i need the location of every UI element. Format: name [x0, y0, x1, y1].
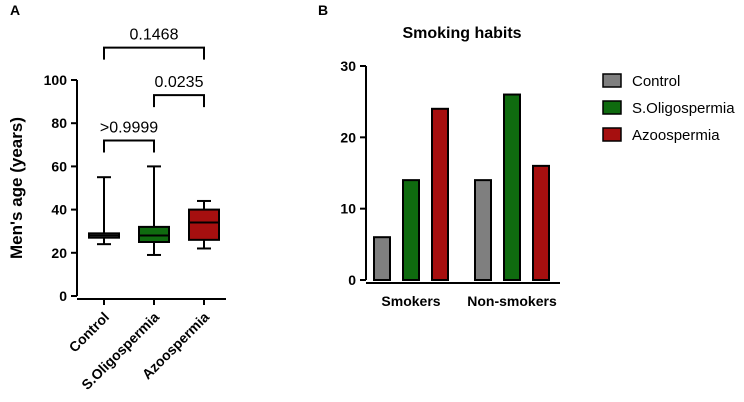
chart-title-b: Smoking habits [402, 25, 521, 42]
legend-swatch [602, 100, 622, 115]
panel-b-label: B [318, 2, 328, 18]
legend-label: Control [632, 73, 680, 90]
bar-smokers-azoospermia [431, 107, 449, 281]
y-tick-label-a: 0 [59, 288, 67, 304]
legend-swatch [602, 127, 622, 142]
y-tick-label-b: 10 [340, 201, 356, 217]
x-tick-label-b: Non-smokers [467, 293, 557, 309]
legend: Control S.Oligospermia Azoospermia [602, 73, 735, 144]
comparison-p-value: >0.9999 [100, 119, 158, 136]
x-tick-label-b: Smokers [381, 293, 440, 309]
bar-smokers-soligospermia [402, 179, 420, 281]
y-tick-label-a: 40 [51, 202, 67, 218]
comparison-p-value: 0.1468 [130, 27, 179, 44]
y-tick-label-a: 80 [51, 115, 67, 131]
bar-smokers-control [373, 236, 391, 281]
legend-swatch [602, 73, 622, 88]
box-soligospermia [138, 225, 170, 244]
panel-a-label: A [10, 2, 20, 18]
y-axis-label-a: Men's age (years) [7, 117, 26, 259]
y-tick-label-b: 0 [348, 272, 356, 288]
legend-label: S.Oligospermia [632, 100, 735, 117]
panel-b-plot: 0 10 20 30 Smokers Non-smokers [340, 58, 560, 309]
y-tick-label-b: 20 [340, 129, 356, 145]
y-tick-label-b: 30 [340, 58, 356, 74]
y-tick-label-a: 60 [51, 158, 67, 174]
bar-nonsmokers-azoospermia [532, 164, 550, 281]
panel-a-plot: 020406080100ControlS.OligospermiaAzoospe… [44, 27, 226, 393]
y-tick-label-a: 100 [44, 72, 68, 88]
comparison-bracket [153, 94, 205, 108]
box-azoospermia [188, 208, 220, 241]
y-tick-label-a: 20 [51, 245, 67, 261]
comparison-p-value: 0.0235 [155, 74, 204, 91]
bar-nonsmokers-control [474, 179, 492, 281]
bar-nonsmokers-soligospermia [503, 93, 521, 281]
x-tick-label-a: Control [66, 309, 113, 356]
comparison-bracket [103, 46, 205, 60]
comparison-bracket [103, 139, 155, 153]
legend-label: Azoospermia [632, 127, 720, 144]
